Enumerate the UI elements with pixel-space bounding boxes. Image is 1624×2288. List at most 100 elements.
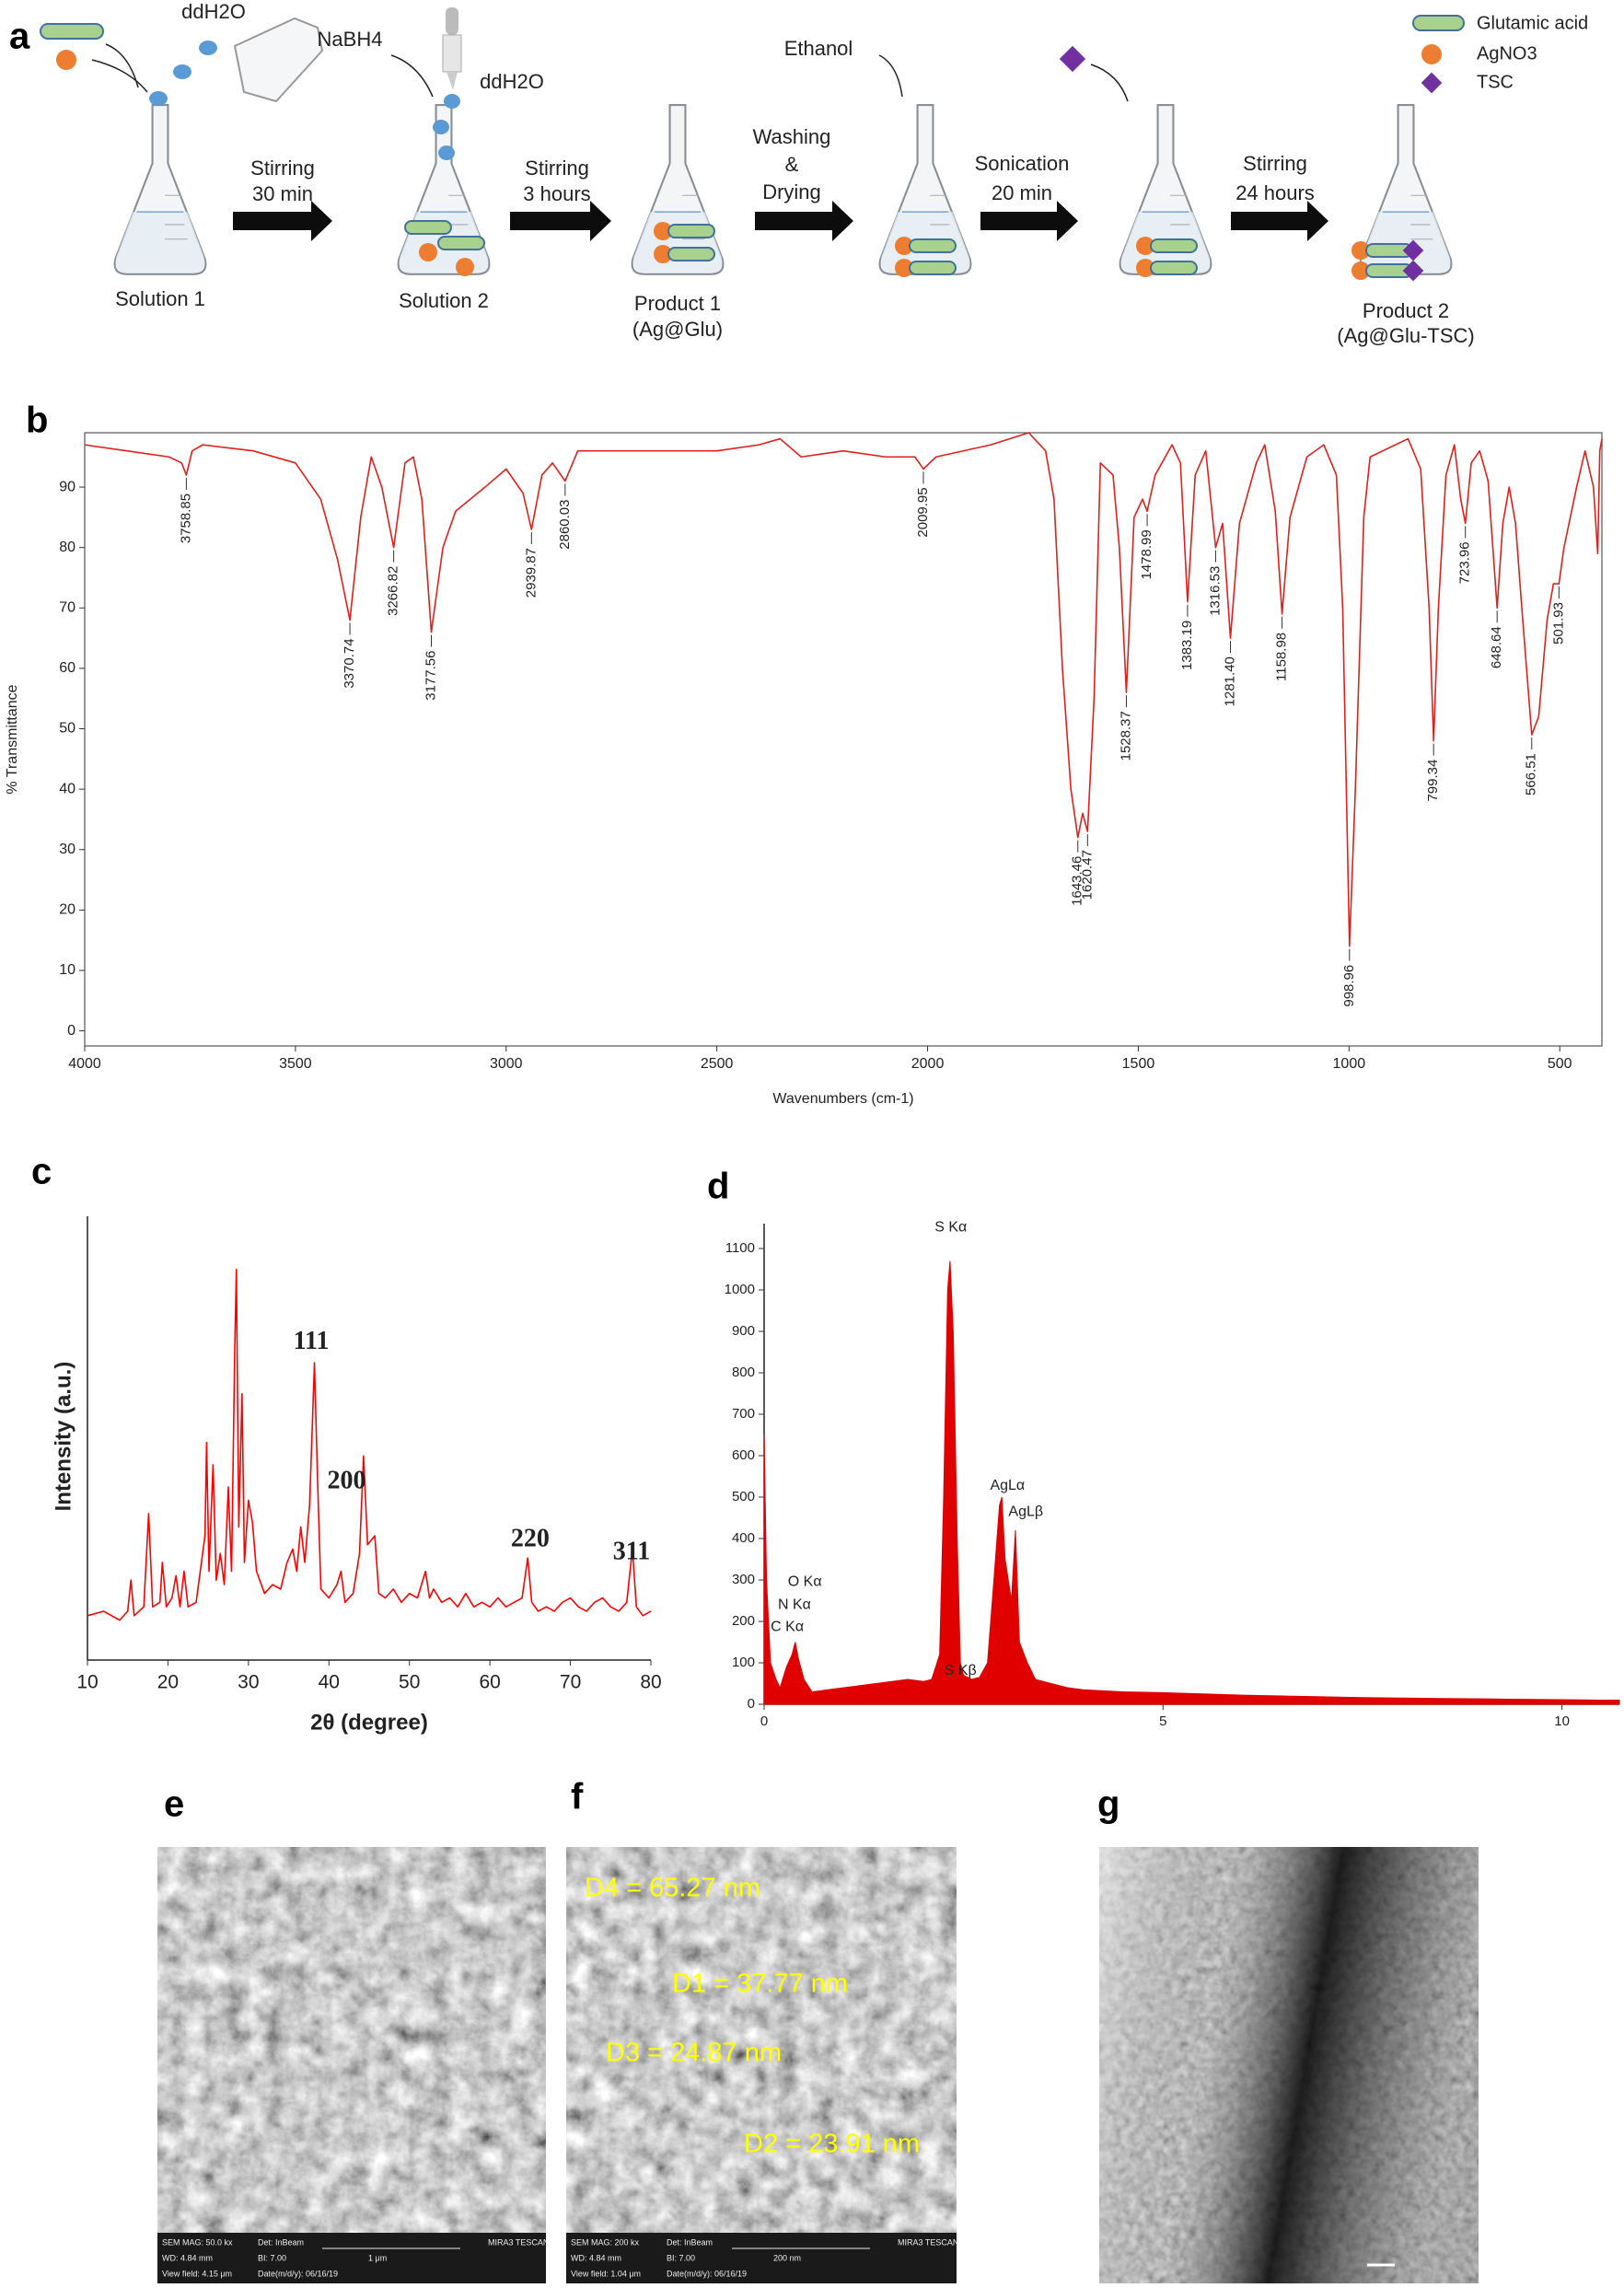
sem-info: WD: 4.84 mm <box>571 2253 621 2262</box>
flask-label: Product 1 <box>634 292 721 315</box>
dropper <box>447 72 458 90</box>
step-label: Sonication <box>975 152 1070 175</box>
drop <box>433 120 449 134</box>
y-tick-label: 0 <box>67 1023 75 1039</box>
peak-label: 3177.56 <box>423 651 438 701</box>
reagent-label: ddH2O <box>181 0 246 23</box>
y-tick-label: 100 <box>732 1655 755 1670</box>
beaker <box>233 17 324 103</box>
legend-label: AgNO3 <box>1477 43 1537 64</box>
x-tick-label: 1500 <box>1122 1056 1155 1072</box>
peak-label: 1528.37 <box>1118 711 1133 761</box>
x-tick-label: 70 <box>560 1672 581 1693</box>
peak-label: 1383.19 <box>1179 621 1195 670</box>
panel-label: c <box>31 1152 52 1192</box>
peak-label: 3266.82 <box>386 566 401 616</box>
annotation: 200 <box>328 1467 366 1495</box>
sem-info: WD: 4.84 mm <box>162 2253 213 2262</box>
annotation: O Kα <box>788 1574 822 1589</box>
flask-label: Solution 2 <box>399 289 489 312</box>
sem-info: Det: InBeam <box>258 2237 304 2247</box>
peak-label: 566.51 <box>1524 753 1539 796</box>
x-tick-label: 500 <box>1548 1056 1572 1072</box>
peak-label: 2009.95 <box>915 487 931 537</box>
drop <box>149 91 168 106</box>
scheme: ddH2O NaBH4 ddH2O Ethanol Stirring 30 mi… <box>40 0 1588 347</box>
chart: 0 5 10010020030040050060070080090010001100… <box>725 1220 1620 1729</box>
panel-label: a <box>9 17 30 57</box>
arrow <box>390 54 434 98</box>
annotation: 220 <box>511 1524 550 1552</box>
peak-label: 2939.87 <box>523 548 539 598</box>
legend-marker <box>1421 44 1442 64</box>
data-line <box>87 1269 652 1621</box>
panel-label: e <box>164 1784 184 1825</box>
dropper <box>446 7 458 35</box>
y-tick-label: 40 <box>59 781 75 796</box>
sem-info: View field: 4.15 μm <box>162 2269 232 2278</box>
arrow <box>1090 64 1129 102</box>
y-tick-label: 600 <box>732 1447 755 1463</box>
x-tick-label: 2000 <box>911 1056 945 1072</box>
annotation: S Kβ <box>945 1663 977 1678</box>
panel-label: f <box>571 1777 584 1818</box>
annotation: C Kα <box>771 1620 804 1635</box>
x-tick-label: 2500 <box>701 1056 734 1072</box>
x-tick-label: 50 <box>399 1672 420 1693</box>
x-tick-label: 0 <box>760 1713 768 1729</box>
panel-label: g <box>1097 1784 1119 1825</box>
drop <box>438 145 455 160</box>
drop <box>444 94 460 109</box>
x-axis-label: Wavenumbers (cm-1) <box>772 1091 913 1107</box>
annotation: 311 <box>613 1538 650 1566</box>
x-tick-label: 10 <box>76 1672 98 1693</box>
peak-label: 1620.47 <box>1079 850 1095 900</box>
sem-info: View field: 1.04 μm <box>571 2269 641 2278</box>
agno3-icon <box>56 50 76 70</box>
step-label: Drying <box>762 180 821 203</box>
peak-label: 648.64 <box>1489 626 1504 668</box>
y-tick-label: 500 <box>732 1489 755 1504</box>
tsc-icon <box>1059 45 1086 73</box>
sem-info: MIRA3 TESCAN <box>898 2237 958 2247</box>
sem-info: SEM MAG: 50.0 kx <box>162 2237 233 2247</box>
step-label: 30 min <box>252 182 313 205</box>
legend-label: Glutamic acid <box>1477 13 1588 33</box>
y-tick-label: 10 <box>59 962 75 978</box>
x-tick-label: 1000 <box>1333 1056 1366 1072</box>
sem-info: 200 nm <box>773 2253 801 2262</box>
sem-info: BI: 7.00 <box>258 2253 286 2262</box>
y-tick-label: 20 <box>59 902 75 918</box>
y-tick-label: 70 <box>59 600 75 616</box>
measurement: D3 = 24.87 nm <box>606 2038 782 2068</box>
flask-contents <box>404 220 1424 282</box>
arrow <box>878 54 903 98</box>
peak-label: 3370.74 <box>342 638 357 688</box>
x-tick-label: 30 <box>238 1672 259 1693</box>
chart: 10 20 30 40 50 60 70 80 2θ (degree) Intensity (a.… <box>51 1216 662 1735</box>
sem-info: Date(m/d/y): 06/16/19 <box>667 2269 747 2278</box>
y-tick-label: 30 <box>59 842 75 857</box>
peak-label: 1281.40 <box>1222 656 1237 706</box>
measurement: D1 = 37.77 nm <box>672 1969 848 1999</box>
arrow <box>105 43 139 88</box>
step-label: Stirring <box>1243 152 1307 175</box>
reagent-label: ddH2O <box>480 70 544 93</box>
y-tick-label: 80 <box>59 540 75 555</box>
micrograph-f: D4 = 65.27 nm D1 = 37.77 nm D3 = 24.87 n… <box>566 1847 958 2283</box>
peak-label: 799.34 <box>1425 760 1441 802</box>
annotation: N Kα <box>778 1597 811 1613</box>
peak-label: 3758.85 <box>178 494 193 543</box>
legend-label: TSC <box>1477 72 1514 92</box>
x-tick-label: 3500 <box>279 1056 312 1072</box>
panel-label: b <box>26 401 48 441</box>
peak-label: 1478.99 <box>1139 529 1154 579</box>
x-tick-label: 3000 <box>490 1056 523 1072</box>
step-label: Washing <box>753 125 831 148</box>
peak-label: 1316.53 <box>1207 566 1223 616</box>
step-label: Stirring <box>525 157 589 180</box>
sem-info: Det: InBeam <box>667 2237 713 2247</box>
step-label: 24 hours <box>1235 181 1315 204</box>
